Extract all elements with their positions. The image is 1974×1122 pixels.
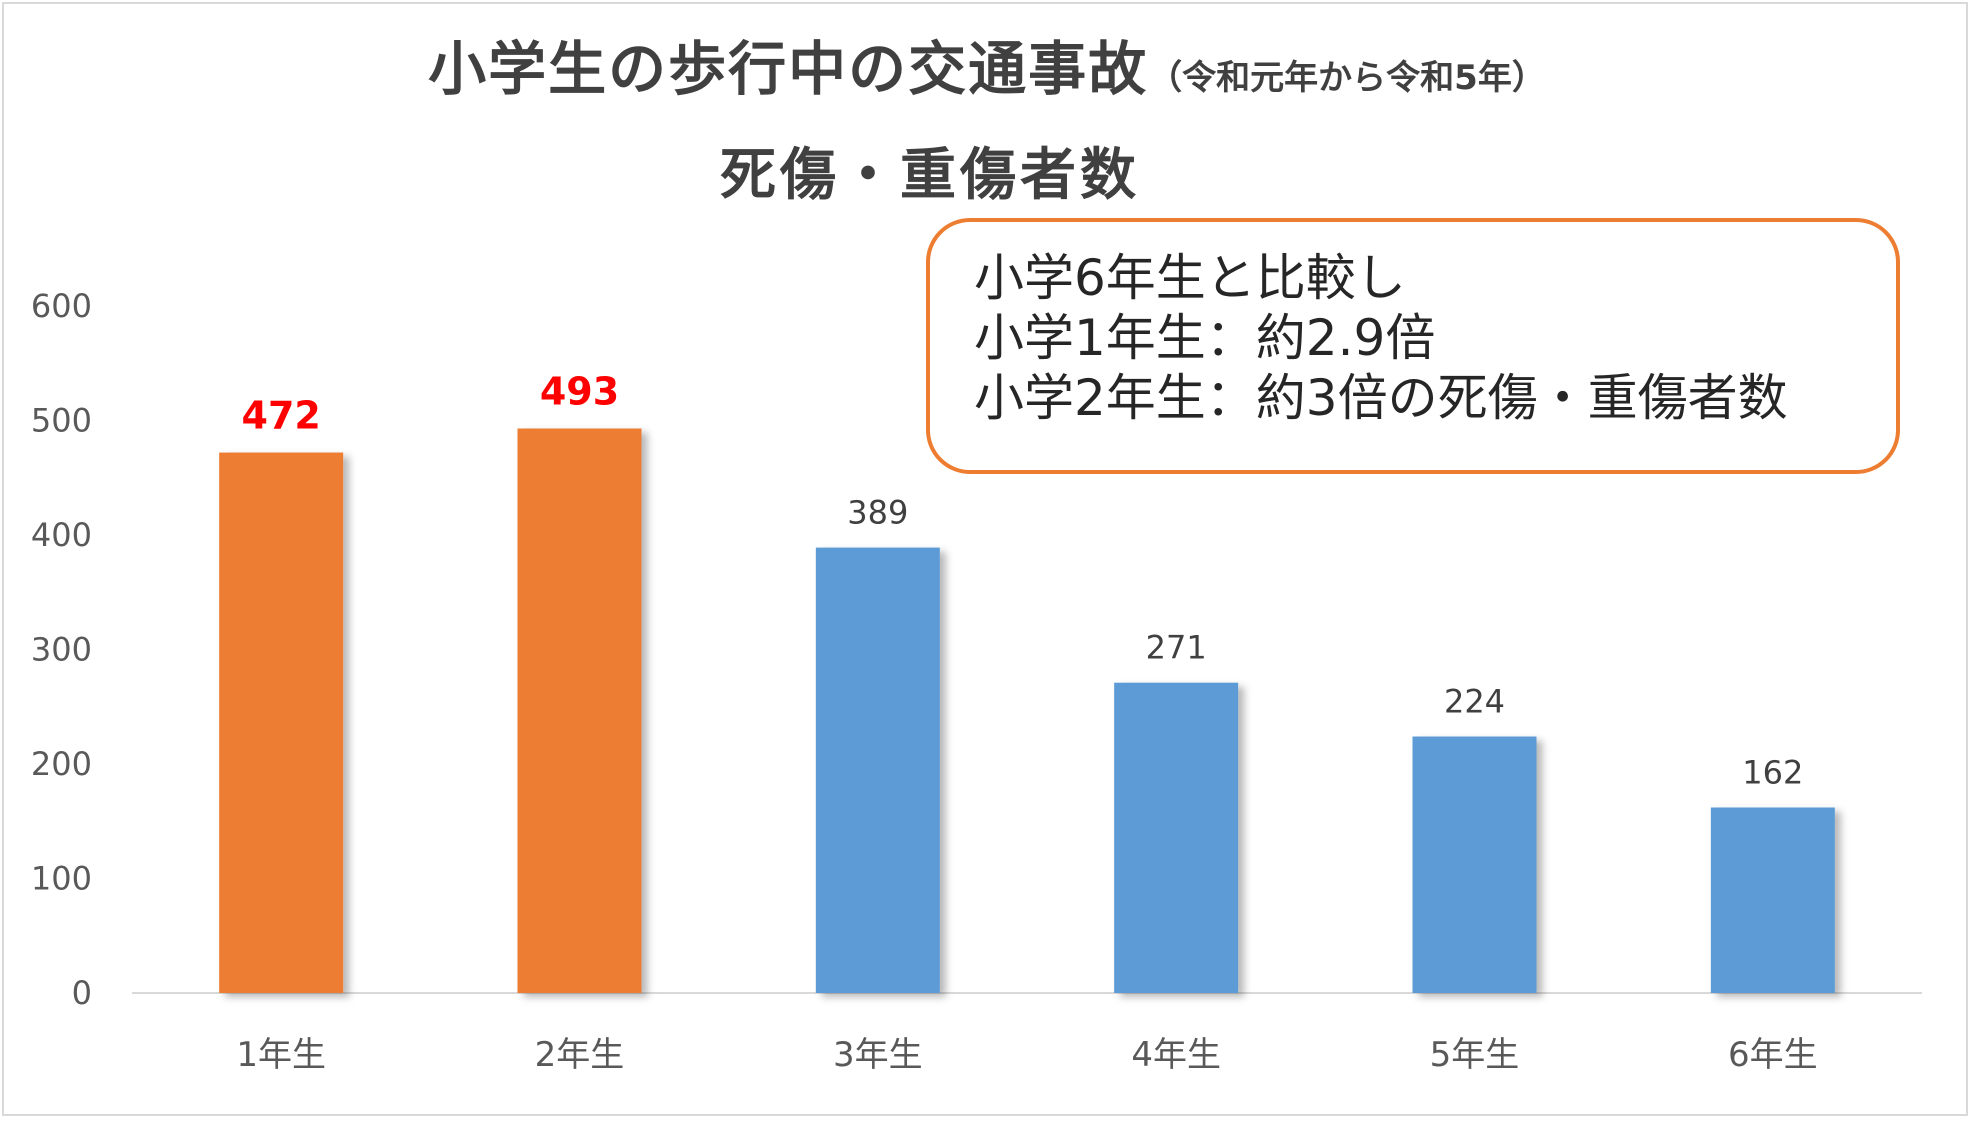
y-tick-label: 600 bbox=[31, 287, 92, 325]
x-tick-label: 3年生 bbox=[833, 1035, 923, 1075]
data-label: 493 bbox=[540, 370, 619, 414]
bar bbox=[1412, 736, 1537, 993]
y-tick-label: 100 bbox=[31, 860, 92, 898]
y-tick-label: 0 bbox=[72, 974, 92, 1012]
x-tick-label: 1年生 bbox=[236, 1035, 326, 1075]
callout-line-1: 小学6年生と比較し bbox=[974, 249, 1406, 307]
x-tick-label: 4年生 bbox=[1131, 1035, 1221, 1075]
chart-title-main: 小学生の歩行中の交通事故 bbox=[428, 35, 1149, 103]
x-tick-label: 6年生 bbox=[1728, 1035, 1818, 1075]
bar bbox=[219, 452, 344, 993]
bar bbox=[1710, 807, 1835, 993]
bar bbox=[517, 428, 642, 993]
data-label: 162 bbox=[1742, 754, 1803, 792]
callout-line-2: 小学1年生：約2.9倍 bbox=[974, 309, 1436, 367]
data-label: 472 bbox=[242, 394, 321, 438]
chart-title: 小学生の歩行中の交通事故（令和元年から令和5年） bbox=[0, 22, 1974, 106]
callout-line-3: 小学2年生：約3倍の死傷・重傷者数 bbox=[974, 369, 1788, 427]
chart-title-period: （令和元年から令和5年） bbox=[1148, 58, 1546, 98]
y-tick-label: 200 bbox=[31, 745, 92, 783]
bar bbox=[815, 547, 940, 993]
callout-box: 小学6年生と比較し 小学1年生：約2.9倍 小学2年生：約3倍の死傷・重傷者数 bbox=[926, 218, 1900, 474]
data-label: 271 bbox=[1146, 629, 1207, 667]
y-tick-label: 400 bbox=[31, 516, 92, 554]
x-tick-label: 5年生 bbox=[1430, 1035, 1520, 1075]
y-tick-label: 300 bbox=[31, 631, 92, 669]
bar bbox=[1114, 682, 1239, 993]
x-tick-label: 2年生 bbox=[535, 1035, 625, 1075]
y-tick-label: 500 bbox=[31, 402, 92, 440]
data-label: 224 bbox=[1444, 683, 1505, 721]
data-label: 389 bbox=[847, 494, 908, 532]
chart-subtitle: 死傷・重傷者数 bbox=[720, 143, 1140, 208]
